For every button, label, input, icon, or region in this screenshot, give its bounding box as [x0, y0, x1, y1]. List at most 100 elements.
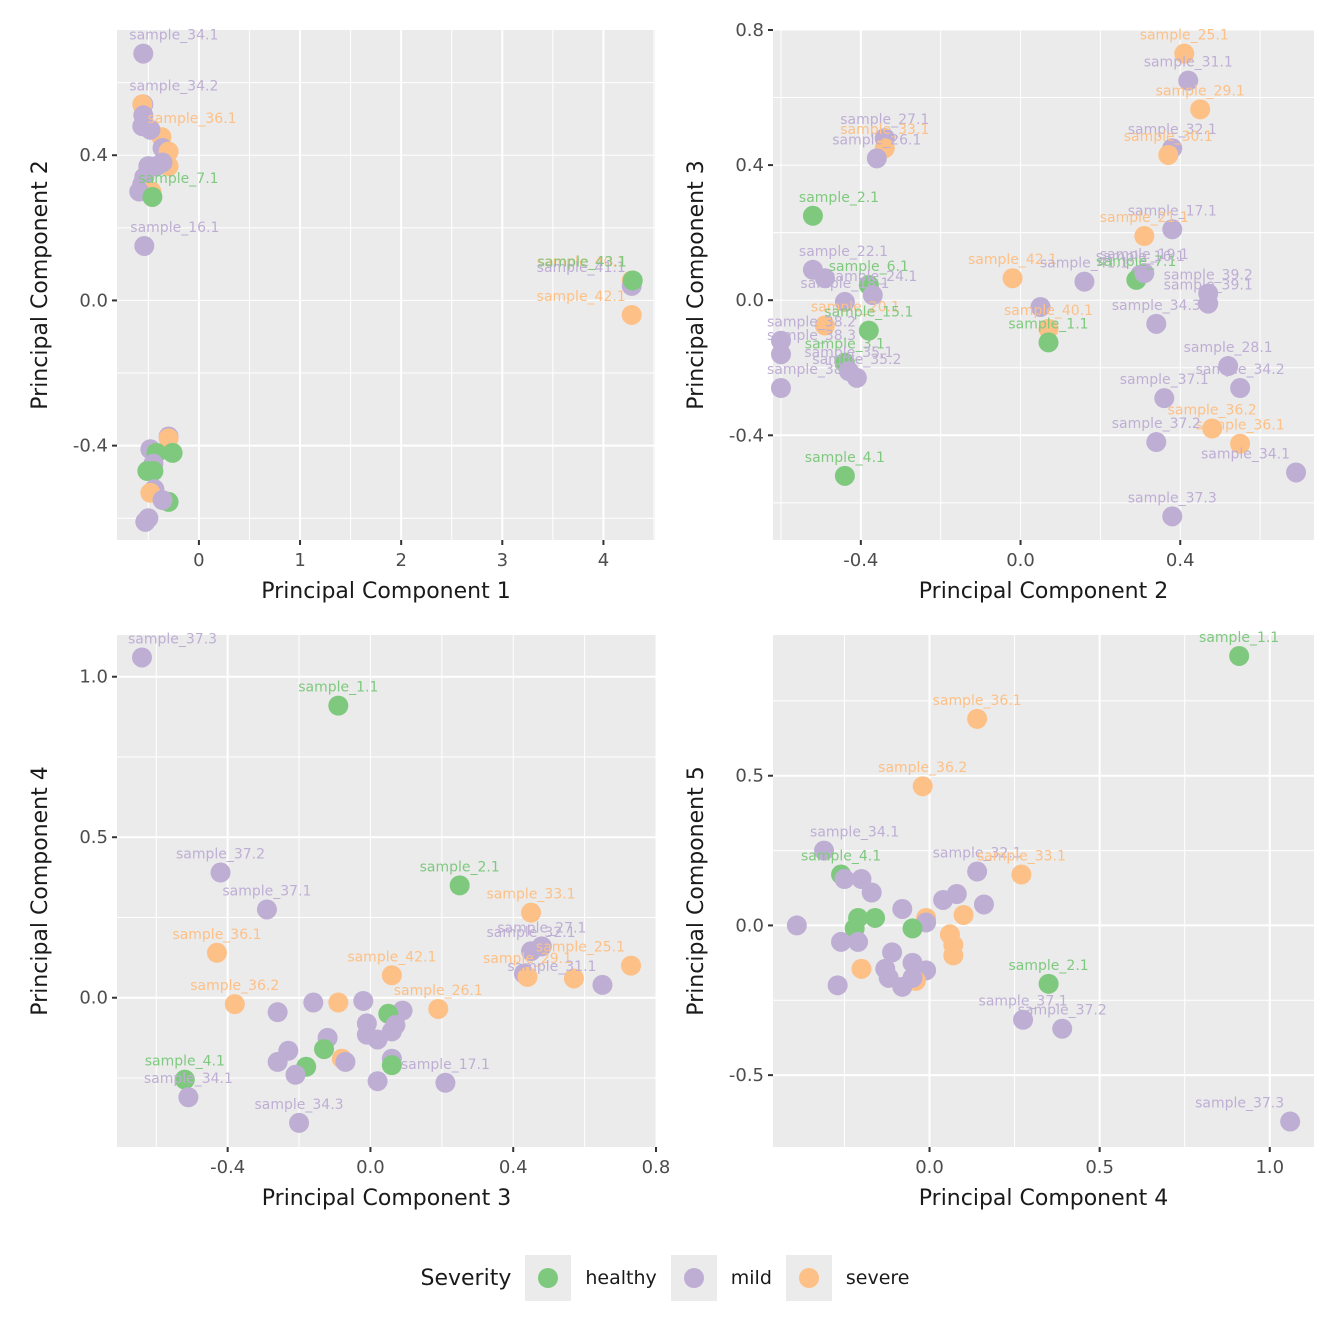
point-mild	[786, 915, 807, 936]
point-mild	[770, 378, 791, 399]
point-label: sample_29.1	[483, 951, 572, 967]
point-label: sample_33.1	[840, 122, 929, 138]
y-axis-label: Principal Component 2	[28, 160, 53, 409]
x-tick-label: 0.8	[642, 1157, 671, 1178]
point-severe	[1002, 268, 1023, 289]
point-mild	[303, 992, 324, 1013]
point-severe	[967, 708, 988, 729]
point-mild	[770, 344, 791, 365]
point-healthy	[858, 320, 879, 341]
point-severe	[563, 968, 584, 989]
point-label: sample_37.3	[1195, 1096, 1284, 1112]
point-label: sample_32.1	[1128, 122, 1217, 138]
point-label: sample_39.1	[1164, 278, 1253, 294]
point-mild	[862, 285, 883, 306]
point-label: sample_27.1	[840, 112, 929, 128]
point-healthy	[834, 465, 855, 486]
point-mild	[1146, 432, 1167, 453]
point-mild	[131, 647, 152, 668]
point-severe	[851, 958, 872, 979]
point-severe	[1174, 43, 1195, 64]
point-label: sample_36.1	[1196, 418, 1285, 434]
point-mild	[267, 1002, 288, 1023]
y-tick-label: 0.0	[735, 290, 764, 311]
y-tick-label: 0.0	[735, 915, 764, 936]
point-label: sample_21.1	[1100, 210, 1189, 226]
point-severe	[206, 942, 227, 963]
x-tick-label: 1.0	[1255, 1157, 1284, 1178]
point-label: sample_4.1	[805, 450, 885, 466]
point-healthy	[143, 461, 164, 482]
point-label: sample_16.1	[130, 220, 219, 236]
point-mild	[1218, 356, 1239, 377]
point-severe	[943, 945, 964, 966]
point-mild	[152, 490, 173, 511]
point-label: sample_41.1	[537, 260, 626, 276]
point-severe	[381, 965, 402, 986]
point-mild	[892, 976, 913, 997]
point-label: sample_36.2	[190, 978, 279, 994]
point-label: sample_25.1	[536, 940, 625, 956]
point-mild	[1052, 1018, 1073, 1039]
point-label: sample_35.2	[812, 352, 901, 368]
point-mild	[967, 861, 988, 882]
point-mild	[1198, 293, 1219, 314]
point-severe	[621, 955, 642, 976]
point-label: sample_32.1	[933, 846, 1022, 862]
point-label: sample_25.1	[1140, 28, 1229, 44]
point-mild	[882, 942, 903, 963]
point-label: sample_31.1	[507, 959, 596, 975]
point-labels: sample_1.1 sample_36.1 sample_36.2 sample_3…	[801, 630, 1284, 1112]
y-tick-label: 0.4	[735, 155, 764, 176]
legend-dot-healthy	[538, 1268, 559, 1288]
point-mild	[814, 268, 835, 289]
point-label: sample_43.1	[538, 254, 627, 270]
points	[786, 645, 1301, 1132]
y-axis-label: Principal Component 5	[684, 766, 709, 1015]
point-label: sample_37.2	[1112, 416, 1201, 432]
point-mild	[1178, 70, 1199, 91]
point-label: sample_42.1	[347, 949, 436, 965]
point-label: sample_42.1	[537, 289, 626, 305]
y-tick-label: -0.4	[73, 436, 108, 457]
point-label: sample_36.1	[147, 111, 236, 127]
point-label: sample_24.1	[828, 269, 917, 285]
point-mild	[848, 931, 869, 952]
point-mild	[367, 1029, 388, 1050]
point-label: sample_17.1	[401, 1057, 490, 1073]
point-severe	[428, 998, 449, 1019]
point-label: sample_17.1	[1128, 203, 1217, 219]
y-tick-label: 0.0	[79, 290, 108, 311]
point-label: sample_41.1	[1040, 256, 1129, 272]
x-tick-label: 2	[395, 550, 406, 571]
point-severe	[953, 904, 974, 925]
point-healthy	[902, 918, 923, 939]
panel-background	[117, 30, 655, 540]
x-tick-label: 4	[598, 550, 609, 571]
point-label: sample_28.1	[1184, 340, 1273, 356]
point-label: sample_19.1	[1100, 247, 1189, 263]
point-label: sample_34.1	[129, 28, 218, 44]
point-severe	[621, 304, 642, 325]
point-severe	[1134, 226, 1155, 247]
point-mild	[827, 975, 848, 996]
point-label: sample_6.1	[829, 259, 909, 275]
point-severe	[912, 776, 933, 797]
x-tick-label: 0.0	[915, 1157, 944, 1178]
point-mild	[285, 1064, 306, 1085]
point-label: sample_7.1	[1096, 254, 1176, 270]
point-label: sample_37.3	[128, 631, 217, 647]
legend-dot-severe	[798, 1268, 819, 1288]
point-label: sample_38.3	[767, 328, 856, 344]
legend: Severity healthy mild severe	[0, 1254, 1344, 1302]
point-mild	[1162, 219, 1183, 240]
point-mild	[178, 1087, 199, 1108]
point-mild	[831, 931, 852, 952]
point-label: sample_1.1	[1199, 630, 1279, 646]
point-label: sample_34.1	[810, 825, 899, 841]
panel-background	[773, 635, 1314, 1147]
point-label: sample_40.1	[537, 254, 626, 270]
point-severe	[1011, 864, 1032, 885]
x-axis-label: Principal Component 3	[262, 1186, 511, 1211]
x-tick-label: 0.0	[1006, 550, 1035, 571]
